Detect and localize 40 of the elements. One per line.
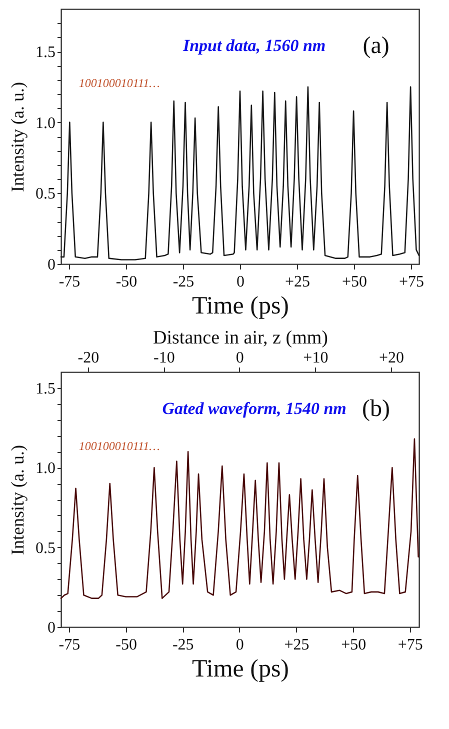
annotation: 100100010111… xyxy=(78,76,160,90)
annotation: (a) xyxy=(362,32,390,59)
x-tick-label: +25 xyxy=(284,636,310,654)
x-tick-label: -50 xyxy=(116,636,137,654)
x-tick-label: +50 xyxy=(342,274,368,290)
x-axis-title: Time (ps) xyxy=(192,656,290,682)
y-axis-title: Intensity (a. u.) xyxy=(8,445,28,555)
x-tick-label: -25 xyxy=(172,636,194,654)
x-tick-label: +50 xyxy=(341,636,366,654)
x-axis-title: Time (ps) xyxy=(192,292,290,320)
annotation: (b) xyxy=(362,396,390,422)
y-axis-title: Intensity (a. u.) xyxy=(8,82,28,192)
annotation: Gated waveform, 1540 nm xyxy=(162,398,346,418)
y-tick-label: 1.5 xyxy=(36,380,56,398)
x2-tick-label: +20 xyxy=(378,350,404,366)
x2-tick-label: -10 xyxy=(154,350,175,366)
y-tick-label: 0 xyxy=(48,620,56,636)
x-tick-label: 0 xyxy=(236,636,244,654)
y-tick-label: 1.5 xyxy=(36,44,56,61)
y-tick-label: 0 xyxy=(48,256,56,274)
y-tick-label: 1.0 xyxy=(36,114,56,132)
line-series xyxy=(60,438,419,599)
x-tick-label: -75 xyxy=(58,274,80,290)
x2-tick-label: -20 xyxy=(78,350,100,366)
x-tick-label: +75 xyxy=(398,636,423,654)
y-tick-label: 0.5 xyxy=(36,540,56,557)
line-series xyxy=(60,86,420,260)
annotation: Input data, 1560 nm xyxy=(182,36,326,55)
x2-axis-title: Distance in air, z (mm) xyxy=(153,328,328,348)
x-tick-label: +75 xyxy=(399,274,424,290)
x2-tick-label: 0 xyxy=(236,350,244,366)
y-tick-label: 0.5 xyxy=(36,186,56,203)
x-tick-label: 0 xyxy=(236,274,244,290)
x-tick-label: -50 xyxy=(116,274,138,290)
annotation: 100100010111… xyxy=(78,438,160,453)
x2-tick-label: +10 xyxy=(303,350,328,366)
x-tick-label: -75 xyxy=(58,636,80,654)
y-tick-label: 1.0 xyxy=(36,460,56,478)
x-tick-label: -25 xyxy=(172,274,194,290)
x-tick-label: +25 xyxy=(284,274,310,290)
